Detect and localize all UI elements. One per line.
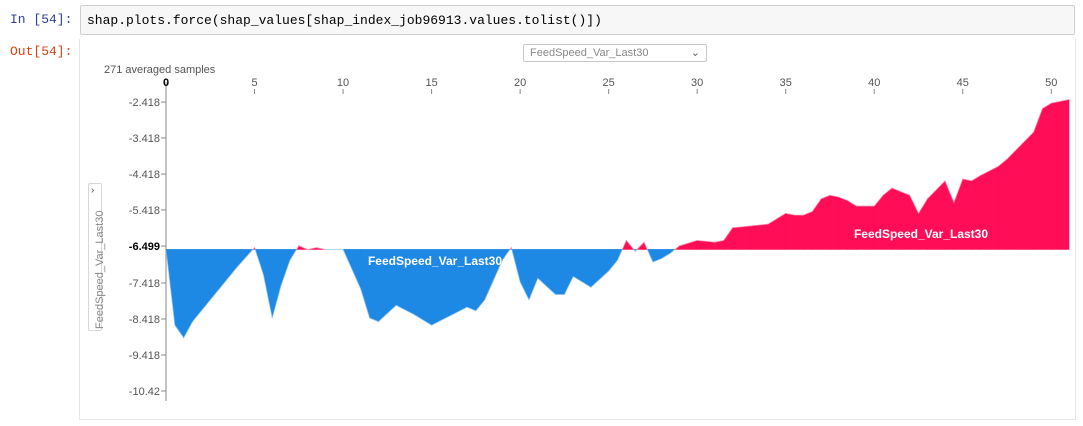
positive-area-segment (1006, 149, 1017, 250)
x-tick-label: 45 (957, 77, 969, 89)
positive-area-segment (803, 211, 813, 250)
positive-area-segment (1033, 108, 1043, 250)
negative-area-segment (271, 249, 282, 319)
negative-area-segment (564, 249, 574, 295)
negative-area-segment (263, 249, 273, 319)
positive-area-segment (785, 212, 795, 250)
negative-area-segment (537, 249, 556, 296)
positive-area-segment (1015, 131, 1034, 250)
positive-area-segment (820, 194, 831, 250)
positive-area-segment (794, 214, 804, 250)
negative-area-segment (590, 249, 609, 289)
negative-area-segment (528, 249, 539, 301)
negative-area-segment (555, 249, 565, 295)
code-text: shap.plots.force(shap_values[shap_index_… (87, 13, 602, 28)
positive-area-segment (1050, 100, 1061, 250)
x-tick-label: 35 (780, 77, 792, 89)
x-feature-select[interactable]: FeedSpeed_Var_Last30 ⌄ (523, 44, 707, 62)
x-tick-label: 5 (251, 77, 257, 89)
x-tick-label: 15 (425, 77, 437, 89)
positive-area-segment (1042, 102, 1052, 250)
positive-area-segment (847, 200, 857, 250)
area-layer (165, 99, 1070, 339)
label-layer: 271 averaged samples FeedSpeed_Var_Last3… (104, 64, 988, 268)
x-tick-label: 25 (603, 77, 615, 89)
input-prompt: In [54]: (10, 12, 73, 27)
y-tick-label: -5.418 (129, 205, 160, 217)
positive-area-segment (811, 197, 822, 250)
positive-area-segment (732, 225, 751, 250)
negative-area-segment (519, 249, 530, 301)
y-feature-select[interactable]: › (88, 183, 102, 331)
positive-region-label: FeedSpeed_Var_Last30 (854, 227, 988, 241)
y-tick-label: -4.418 (129, 169, 160, 181)
chevron-right-icon: › (91, 185, 95, 196)
y-tick-label: -9.418 (129, 350, 160, 362)
x-tick-label: 50 (1045, 77, 1057, 89)
positive-area-segment (749, 223, 769, 250)
negative-area-segment (174, 249, 185, 339)
negative-area-segment (218, 249, 238, 290)
negative-area-segment (280, 249, 291, 286)
x-tick-label: 10 (337, 77, 349, 89)
negative-region-label: FeedSpeed_Var_Last30 (368, 254, 502, 268)
negative-area-segment (608, 249, 618, 272)
base-value-label: -6.499 (129, 241, 160, 253)
chevron-down-icon: ⌄ (690, 47, 700, 59)
x-feature-select-value: FeedSpeed_Var_Last30 (530, 47, 649, 59)
y-tick-label: -3.418 (129, 133, 160, 145)
axes-layer: 0 5 10 15 20 25 30 35 40 45 50 -2.418 -3.418 -4.418 -5… (129, 77, 1057, 401)
x-tick-label: 30 (691, 77, 703, 89)
negative-area-segment (192, 249, 202, 323)
positive-area-segment (838, 196, 848, 250)
positive-area-segment (1059, 99, 1070, 250)
y-tick-label: -10.42 (129, 386, 160, 398)
y-tick-label: -2.418 (129, 97, 160, 109)
negative-area-segment (201, 249, 220, 312)
x-tick-label: 40 (868, 77, 880, 89)
positive-area-segment (829, 194, 840, 250)
x-tick-label: 0 (163, 77, 169, 89)
output-area (79, 39, 1076, 420)
output-prompt: Out[54]: (10, 44, 73, 59)
y-tick-label: -7.418 (129, 278, 160, 290)
positive-area-segment (997, 158, 1008, 250)
series-outline (165, 99, 1070, 339)
x-tick-label: 20 (514, 77, 526, 89)
y-tick-label: -8.418 (129, 314, 160, 326)
samples-label: 271 averaged samples (104, 64, 216, 76)
code-cell[interactable]: shap.plots.force(shap_values[shap_index_… (80, 5, 1075, 35)
positive-area-segment (873, 194, 884, 250)
